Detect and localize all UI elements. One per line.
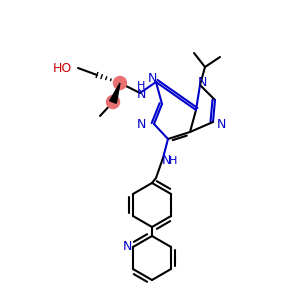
Text: N: N xyxy=(122,241,132,254)
Text: N: N xyxy=(161,154,171,167)
Circle shape xyxy=(113,76,127,89)
Text: N: N xyxy=(197,76,207,88)
Text: H: H xyxy=(169,156,177,166)
Circle shape xyxy=(106,95,119,109)
Text: N: N xyxy=(136,88,146,100)
Text: HO: HO xyxy=(53,61,72,74)
Text: H: H xyxy=(137,81,145,91)
Polygon shape xyxy=(110,83,120,103)
Text: N: N xyxy=(147,71,157,85)
Text: N: N xyxy=(216,118,226,131)
Text: N: N xyxy=(136,118,146,130)
